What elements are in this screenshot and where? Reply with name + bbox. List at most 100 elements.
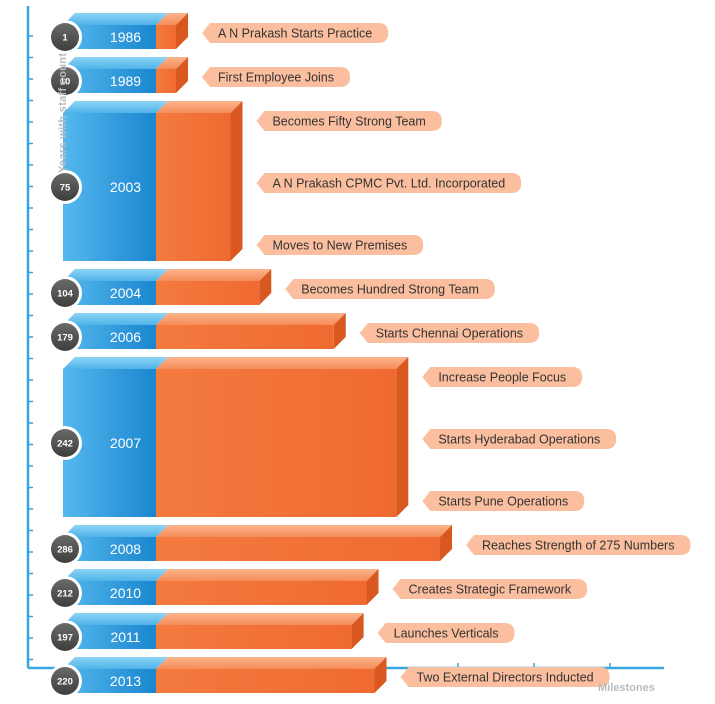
milestone-pill [422, 429, 617, 449]
milestone-label: Moves to New Premises [272, 239, 407, 253]
staff-bar-side [230, 101, 243, 261]
count-badge [51, 279, 79, 307]
timeline-row: 242 2007 Increase People Focus Starts Hyder… [48, 357, 617, 517]
year-bar-top [63, 613, 168, 625]
staff-bar-side [176, 57, 188, 93]
count-badge [51, 67, 79, 95]
milestone-label: Starts Hyderabad Operations [438, 433, 600, 447]
staff-bar-top [156, 13, 188, 25]
milestone-pill [256, 235, 424, 255]
milestone-label: Reaches Strength of 275 Numbers [482, 539, 674, 553]
timeline-row: 75 2003 Becomes Fifty Strong Team A N Praka… [48, 101, 522, 261]
timeline-row: 104 2004 Becomes Hundred Strong Team [48, 269, 495, 310]
staff-bar [156, 281, 260, 305]
milestone-pill [400, 667, 610, 687]
count-badge [51, 429, 79, 457]
staff-bar [156, 113, 231, 261]
staff-bar-side [259, 269, 272, 305]
milestone-pill [422, 367, 583, 387]
staff-bar-top [156, 525, 453, 537]
count-badge [51, 579, 79, 607]
staff-bar [156, 325, 334, 349]
milestone-label: Starts Chennai Operations [376, 327, 523, 341]
staff-bar-top [156, 657, 387, 669]
milestone-pill [422, 491, 585, 511]
staff-count-label: 104 [57, 289, 74, 300]
year-bar-top [63, 101, 168, 113]
timeline-row: 10 1989 First Employee Joins [48, 57, 351, 98]
staff-bar-top [156, 313, 346, 325]
staff-bar-side [366, 569, 379, 605]
timeline-row: 197 2011 Launches Verticals [48, 613, 515, 654]
year-label: 2007 [110, 435, 141, 451]
staff-count-label: 1 [62, 33, 68, 44]
staff-bar [156, 69, 176, 93]
staff-bar-side [396, 357, 409, 517]
year-bar-top [63, 13, 168, 25]
timeline-row: 286 2008 Reaches Strength of 275 Numbers [48, 525, 691, 566]
year-label: 2004 [110, 285, 141, 301]
staff-count-label: 286 [57, 545, 73, 556]
chart-rows: 1 1986 A N Prakash Starts Practice 10 1989 Fi… [48, 13, 691, 698]
staff-bar-top [156, 613, 364, 625]
year-bar-top [63, 357, 168, 369]
milestone-pill [359, 323, 540, 343]
year-bar-top [63, 269, 168, 281]
milestone-label: Becomes Fifty Strong Team [272, 115, 425, 129]
x-axis-label: Milestones [598, 682, 655, 694]
staff-bar [156, 25, 176, 49]
milestone-pill [466, 535, 691, 555]
milestone-pill [285, 279, 495, 299]
year-bar-top [63, 313, 168, 325]
timeline-row: 1 1986 A N Prakash Starts Practice [48, 13, 389, 54]
milestone-pill [256, 173, 522, 193]
staff-bar-top [156, 57, 188, 69]
milestone-label: First Employee Joins [218, 71, 334, 85]
staff-bar [156, 669, 375, 693]
year-label: 2006 [110, 329, 141, 345]
staff-count-label: 197 [57, 633, 73, 644]
year-label: 2003 [110, 179, 141, 195]
milestone-label: Creates Strategic Framework [409, 583, 572, 597]
year-label: 2010 [110, 585, 141, 601]
milestone-label: Launches Verticals [394, 627, 499, 641]
count-badge [51, 173, 79, 201]
timeline-row: 212 2010 Creates Strategic Framework [48, 569, 588, 610]
staff-count-label: 220 [57, 677, 73, 688]
milestone-pill [392, 579, 588, 599]
y-axis-label: Years with staff count [57, 52, 69, 173]
staff-count-label: 179 [57, 333, 73, 344]
staff-bar-side [374, 657, 387, 693]
milestone-pill [202, 67, 351, 87]
staff-count-label: 75 [60, 183, 71, 194]
count-badge [51, 323, 79, 351]
staff-bar [156, 369, 397, 517]
milestone-label: Starts Pune Operations [438, 495, 568, 509]
milestone-label: Increase People Focus [438, 371, 566, 385]
staff-bar-top [156, 269, 272, 281]
milestone-label: A N Prakash Starts Practice [218, 27, 372, 41]
year-bar-top [63, 657, 168, 669]
milestone-label: A N Prakash CPMC Pvt. Ltd. Incorporated [272, 177, 505, 191]
count-badge [51, 667, 79, 695]
count-badge [51, 535, 79, 563]
staff-bar [156, 625, 352, 649]
year-label: 1989 [110, 73, 141, 89]
timeline-row: 220 2013 Two External Directors Inducted [48, 657, 610, 698]
staff-bar [156, 537, 441, 561]
year-label: 2013 [110, 673, 141, 689]
year-label: 2011 [110, 629, 140, 645]
year-bar-top [63, 57, 168, 69]
year-bar-top [63, 525, 168, 537]
staff-bar-top [156, 357, 409, 369]
milestone-pill [377, 623, 515, 643]
count-badge [51, 623, 79, 651]
staff-bar-top [156, 569, 379, 581]
staff-bar-side [176, 13, 188, 49]
staff-bar-side [351, 613, 364, 649]
staff-count-label: 212 [57, 589, 73, 600]
milestone-label: Two External Directors Inducted [416, 671, 593, 685]
staff-bar [156, 581, 367, 605]
staff-bar-top [156, 101, 243, 113]
